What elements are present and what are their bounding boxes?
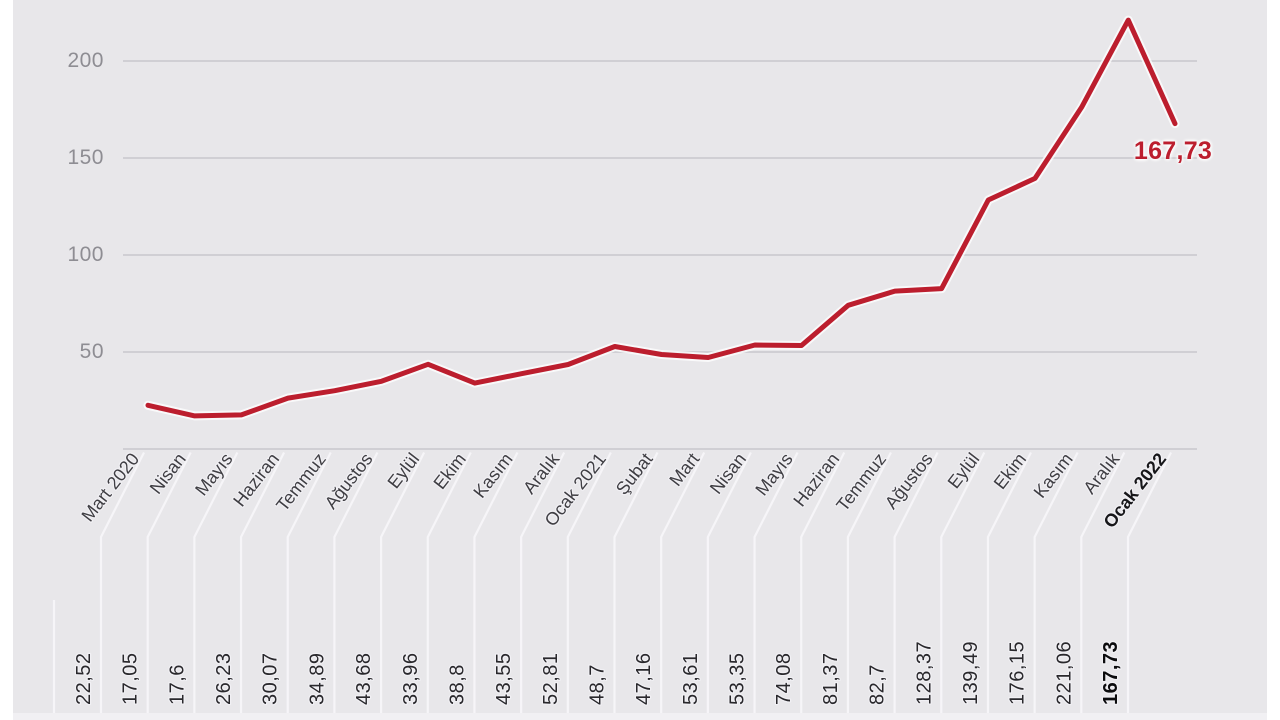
leader-line	[333, 452, 379, 713]
value-label: 47,16	[633, 652, 655, 705]
value-label: 82,7	[867, 664, 889, 705]
series-line	[145, 17, 1178, 419]
leader-line	[520, 452, 566, 713]
footer-strip	[13, 713, 1267, 720]
value-label: 128,37	[913, 641, 935, 705]
leader-line	[753, 452, 799, 713]
leader-line	[846, 452, 892, 713]
last-value-callout: 167,73	[1133, 137, 1213, 165]
leader-line	[986, 452, 1032, 713]
leader-line	[800, 452, 846, 713]
value-label: 48,7	[587, 664, 609, 705]
value-label: 43,68	[353, 652, 375, 705]
value-label: 38,8	[446, 664, 468, 705]
leader-line	[1080, 452, 1126, 713]
value-label: 53,61	[680, 652, 702, 705]
value-label: 81,37	[820, 652, 842, 705]
y-axis-tick-200: 200	[67, 49, 104, 72]
leader-line	[239, 452, 286, 713]
leader-line	[613, 452, 659, 713]
leader-line	[286, 452, 332, 713]
y-axis-tick-50: 50	[79, 340, 104, 363]
leader-line	[660, 452, 706, 713]
leader-line	[706, 452, 752, 713]
chart-background	[13, 0, 1267, 720]
value-label: 26,23	[213, 652, 235, 705]
value-label: 30,07	[260, 652, 282, 705]
value-label: 33,96	[400, 652, 422, 705]
leader-line	[1033, 452, 1079, 713]
value-label: 53,35	[727, 652, 749, 705]
value-label: 17,05	[120, 652, 142, 705]
value-label: 17,6	[166, 664, 188, 705]
leader-line	[379, 452, 426, 713]
value-label: 139,49	[960, 641, 982, 705]
leader-line	[1126, 452, 1172, 713]
value-label: 74,08	[773, 652, 795, 705]
value-label: 34,89	[306, 652, 328, 705]
leader-line	[146, 452, 192, 713]
value-label: 22,52	[73, 652, 95, 705]
value-label: 52,81	[540, 652, 562, 705]
leader-line	[473, 452, 519, 713]
leader-line	[893, 452, 939, 713]
leader-line	[566, 452, 612, 713]
value-label: 176,15	[1007, 641, 1029, 705]
leader-line	[940, 452, 986, 713]
leader-line	[193, 452, 239, 713]
y-axis-tick-100: 100	[67, 243, 104, 266]
leader-line	[426, 452, 472, 713]
value-label: 221,06	[1053, 641, 1075, 705]
y-axis-tick-150: 150	[67, 146, 104, 169]
value-label: 167,73	[1100, 641, 1122, 705]
leader-line	[99, 452, 145, 713]
value-label: 43,55	[493, 652, 515, 705]
